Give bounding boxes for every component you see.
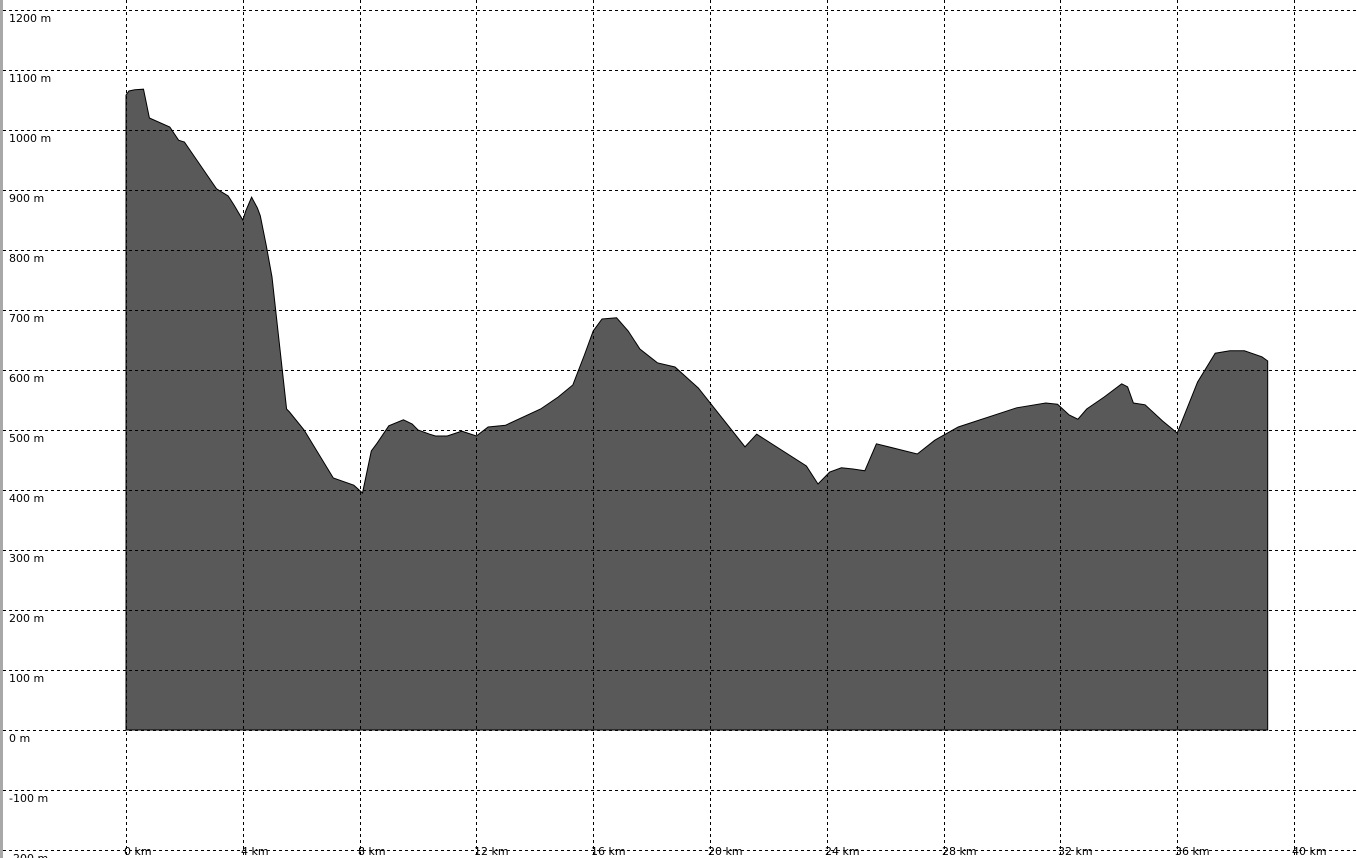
y-tick-label: 900 m <box>9 192 44 205</box>
x-tick-label: 32 km <box>1058 845 1093 858</box>
grid-layer <box>3 0 1356 858</box>
x-tick-label: 8 km <box>358 845 386 858</box>
x-tick-label: 16 km <box>591 845 626 858</box>
area-layer <box>125 88 1269 731</box>
x-tick-labels: 0 km 4 km 8 km 12 km 16 km 20 km 24 km 28 km 32 … <box>124 845 1327 858</box>
x-tick-label: 0 km <box>124 845 152 858</box>
x-tick-label: 28 km <box>942 845 977 858</box>
y-tick-label: 1100 m <box>9 72 51 85</box>
y-tick-label: 1200 m <box>9 12 51 25</box>
y-tick-label: 700 m <box>9 312 44 325</box>
y-tick-label: -200 m <box>9 852 48 858</box>
x-tick-label: 20 km <box>708 845 743 858</box>
x-tick-label: 36 km <box>1175 845 1210 858</box>
elevation-area-series-0 <box>125 88 1269 731</box>
y-tick-label: 400 m <box>9 492 44 505</box>
chart-left-edge <box>0 0 3 858</box>
y-tick-label: 600 m <box>9 372 44 385</box>
y-tick-label: 500 m <box>9 432 44 445</box>
y-tick-label: 300 m <box>9 552 44 565</box>
x-tick-label: 12 km <box>474 845 509 858</box>
y-tick-label: 100 m <box>9 672 44 685</box>
x-tick-label: 40 km <box>1292 845 1327 858</box>
x-tick-label: 24 km <box>825 845 860 858</box>
y-tick-label: 0 m <box>9 732 30 745</box>
y-tick-labels: 1200 m 1100 m 1000 m 900 m 800 m 700 m 600 m 50… <box>9 12 51 858</box>
y-tick-label: 800 m <box>9 252 44 265</box>
y-tick-label: -100 m <box>9 792 48 805</box>
y-tick-label: 200 m <box>9 612 44 625</box>
y-tick-label: 1000 m <box>9 132 51 145</box>
x-tick-label: 4 km <box>241 845 269 858</box>
